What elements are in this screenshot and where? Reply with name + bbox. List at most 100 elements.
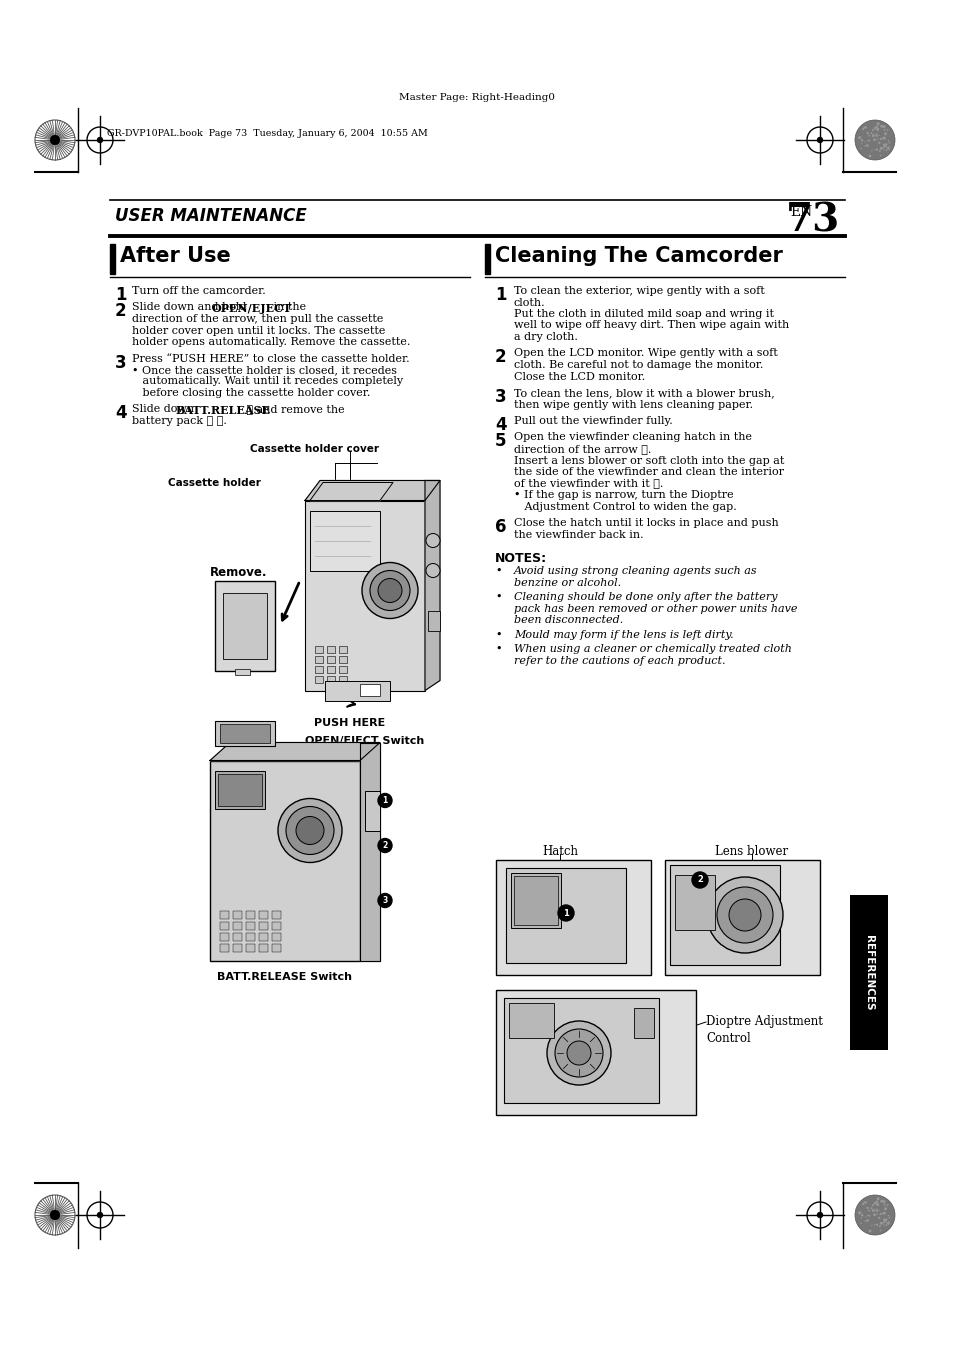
Bar bbox=[223, 593, 267, 658]
Text: cloth. Be careful not to damage the monitor.: cloth. Be careful not to damage the moni… bbox=[514, 359, 762, 370]
Text: well to wipe off heavy dirt. Then wipe again with: well to wipe off heavy dirt. Then wipe a… bbox=[514, 320, 788, 331]
Circle shape bbox=[875, 134, 878, 136]
Circle shape bbox=[882, 1213, 884, 1215]
Bar bbox=[258, 921, 268, 929]
Bar bbox=[505, 867, 625, 963]
Circle shape bbox=[860, 139, 862, 142]
Circle shape bbox=[377, 793, 392, 808]
Circle shape bbox=[860, 147, 862, 149]
Circle shape bbox=[377, 578, 401, 603]
Text: direction of the arrow ❶.: direction of the arrow ❶. bbox=[514, 444, 651, 454]
Circle shape bbox=[879, 1221, 882, 1225]
Circle shape bbox=[873, 127, 875, 130]
Bar bbox=[272, 921, 281, 929]
Circle shape bbox=[875, 126, 877, 128]
Bar bbox=[669, 865, 780, 965]
Circle shape bbox=[887, 146, 889, 147]
Circle shape bbox=[870, 1208, 872, 1209]
Circle shape bbox=[882, 126, 884, 128]
Circle shape bbox=[871, 135, 873, 136]
Polygon shape bbox=[424, 481, 439, 690]
Text: 4: 4 bbox=[115, 404, 127, 423]
Circle shape bbox=[863, 145, 865, 147]
Text: before closing the cassette holder cover.: before closing the cassette holder cover… bbox=[132, 388, 370, 399]
Circle shape bbox=[817, 1212, 821, 1217]
Text: 1: 1 bbox=[562, 908, 568, 917]
Circle shape bbox=[882, 128, 884, 131]
Circle shape bbox=[862, 1201, 864, 1204]
Circle shape bbox=[867, 1209, 869, 1212]
Bar bbox=[511, 873, 560, 928]
Circle shape bbox=[873, 1202, 875, 1204]
Circle shape bbox=[854, 1196, 894, 1235]
Circle shape bbox=[875, 1201, 877, 1202]
Circle shape bbox=[555, 1029, 602, 1077]
Text: USER MAINTENANCE: USER MAINTENANCE bbox=[115, 207, 307, 226]
Circle shape bbox=[879, 155, 881, 157]
Text: automatically. Wait until it recedes completely: automatically. Wait until it recedes com… bbox=[132, 377, 403, 386]
Circle shape bbox=[878, 150, 880, 151]
Text: Slide down: Slide down bbox=[132, 404, 197, 415]
Bar bbox=[258, 943, 268, 951]
Bar bbox=[272, 932, 281, 940]
Circle shape bbox=[882, 138, 884, 139]
Circle shape bbox=[884, 1224, 886, 1227]
Circle shape bbox=[872, 1204, 873, 1205]
Circle shape bbox=[868, 154, 870, 158]
Text: 5: 5 bbox=[495, 432, 506, 450]
Bar bbox=[327, 666, 335, 673]
Text: the viewfinder back in.: the viewfinder back in. bbox=[514, 530, 643, 539]
Circle shape bbox=[863, 126, 866, 128]
Text: benzine or alcohol.: benzine or alcohol. bbox=[514, 577, 620, 588]
Circle shape bbox=[857, 136, 861, 139]
Circle shape bbox=[879, 138, 881, 141]
Bar bbox=[514, 875, 558, 925]
Text: 2: 2 bbox=[697, 875, 702, 885]
Bar bbox=[233, 921, 242, 929]
Bar bbox=[234, 669, 250, 674]
Circle shape bbox=[878, 1217, 880, 1219]
Circle shape bbox=[361, 562, 417, 619]
Circle shape bbox=[862, 128, 863, 130]
Circle shape bbox=[876, 123, 879, 126]
Bar bbox=[272, 911, 281, 919]
Bar bbox=[258, 911, 268, 919]
Circle shape bbox=[865, 1219, 868, 1221]
Circle shape bbox=[887, 1217, 889, 1219]
Bar bbox=[634, 1008, 654, 1038]
Text: To clean the lens, blow it with a blower brush,: To clean the lens, blow it with a blower… bbox=[514, 388, 774, 399]
Circle shape bbox=[866, 1215, 868, 1216]
Circle shape bbox=[880, 124, 882, 128]
Text: then wipe gently with lens cleaning paper.: then wipe gently with lens cleaning pape… bbox=[514, 400, 752, 409]
Polygon shape bbox=[305, 481, 439, 500]
Circle shape bbox=[872, 138, 875, 141]
Text: •: • bbox=[495, 592, 501, 603]
Bar bbox=[214, 770, 265, 808]
Text: 4: 4 bbox=[495, 416, 506, 434]
Circle shape bbox=[717, 888, 772, 943]
Bar bbox=[496, 990, 696, 1115]
Text: Cleaning The Camcorder: Cleaning The Camcorder bbox=[495, 246, 782, 266]
Bar bbox=[327, 676, 335, 682]
Bar bbox=[210, 761, 359, 961]
Circle shape bbox=[882, 1204, 884, 1205]
Bar bbox=[233, 911, 242, 919]
Circle shape bbox=[286, 807, 334, 854]
Text: Cassette holder: Cassette holder bbox=[168, 478, 260, 489]
Bar bbox=[338, 676, 347, 682]
Circle shape bbox=[871, 1210, 873, 1212]
Bar bbox=[849, 894, 887, 1050]
Text: 73: 73 bbox=[785, 203, 840, 240]
Bar bbox=[496, 861, 650, 975]
Bar bbox=[338, 655, 347, 662]
Circle shape bbox=[882, 1212, 884, 1215]
Bar bbox=[214, 720, 274, 746]
Circle shape bbox=[277, 798, 341, 862]
Circle shape bbox=[860, 1215, 862, 1216]
Circle shape bbox=[706, 877, 782, 952]
Text: BATT.RELEASE Switch: BATT.RELEASE Switch bbox=[217, 973, 352, 982]
Circle shape bbox=[426, 563, 439, 577]
Text: 1: 1 bbox=[495, 286, 506, 304]
Circle shape bbox=[50, 1210, 60, 1220]
Circle shape bbox=[886, 1204, 887, 1205]
